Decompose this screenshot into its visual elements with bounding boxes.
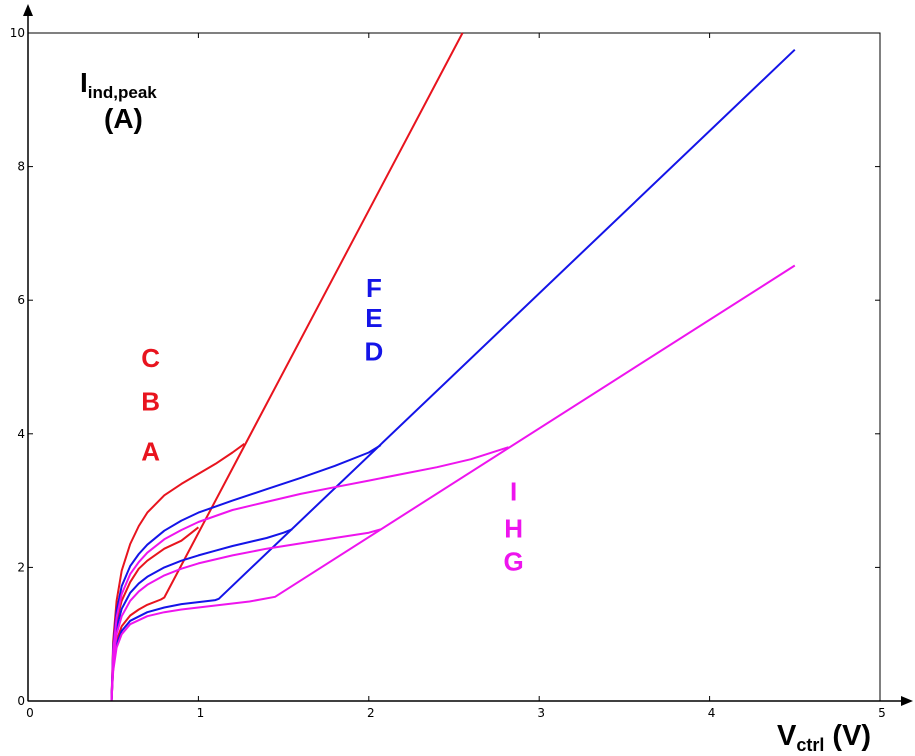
x-tick-label: 3: [537, 706, 545, 720]
y-tick-label: 10: [10, 26, 25, 40]
x-tick-label: 4: [708, 706, 716, 720]
y-axis-label-main: I: [80, 67, 88, 98]
series-line-d: [110, 48, 796, 702]
x-axis-arrowhead: [901, 696, 913, 706]
y-tick-label: 0: [17, 694, 25, 708]
x-axis-label-main: V: [777, 720, 797, 752]
series-group: [110, 32, 796, 702]
y-tick-label: 4: [17, 427, 25, 441]
y-tick-label: 2: [17, 560, 25, 574]
curve-label-d: D: [365, 336, 384, 366]
y-axis-label: Iind,peak: [80, 67, 157, 102]
y-axis-unit: (A): [104, 103, 143, 134]
curve-annotations: CBA FED IHG: [141, 273, 523, 577]
series-line-e: [110, 528, 293, 702]
x-axis-label-unit: (V): [824, 720, 871, 752]
axis-arrows: [23, 4, 913, 706]
x-axis-label-sub: ctrl: [796, 735, 824, 755]
x-tick-label: 1: [197, 706, 205, 720]
curve-label-f: F: [366, 273, 382, 303]
series-line-h: [110, 528, 381, 702]
series-line-f: [110, 444, 382, 702]
curve-label-g: G: [504, 547, 524, 577]
curve-label-i: I: [510, 477, 517, 507]
y-tick-label: 6: [17, 293, 25, 307]
x-axis-label: Vctrl (V): [777, 720, 871, 755]
curve-label-e: E: [365, 303, 382, 333]
curve-label-c: C: [141, 343, 160, 373]
x-tick-label: 2: [367, 706, 375, 720]
y-tick-label: 8: [17, 160, 25, 174]
axis-ticks: 0 1 2 3 4 5 0 2 4 6 8 10: [10, 26, 886, 720]
series-line-a: [110, 32, 464, 702]
x-tick-label: 5: [878, 706, 886, 720]
series-line-g: [110, 264, 796, 702]
y-axis-label-sub: ind,peak: [88, 83, 158, 102]
y-axis-arrowhead: [23, 4, 33, 16]
curve-label-h: H: [504, 513, 523, 543]
x-tick-label: 0: [26, 706, 34, 720]
series-line-i: [110, 446, 509, 702]
curve-label-b: B: [141, 386, 160, 416]
series-line-c: [110, 442, 245, 702]
curve-label-a: A: [141, 437, 160, 467]
